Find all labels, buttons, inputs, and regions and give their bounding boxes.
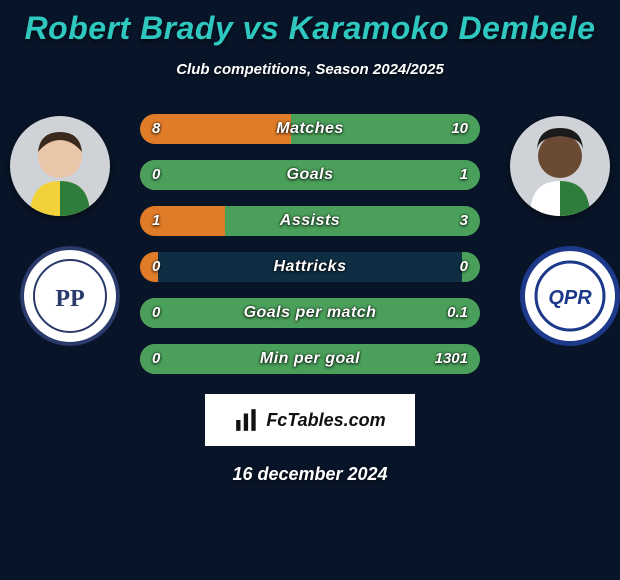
stat-label: Goals per match — [140, 298, 480, 328]
badge-icon: PP — [20, 246, 120, 346]
svg-text:QPR: QPR — [548, 287, 592, 309]
stat-row: 13Assists — [140, 206, 480, 236]
source-logo: FcTables.com — [205, 394, 415, 446]
avatar-icon — [510, 116, 610, 216]
club-right-badge: QPR — [520, 246, 620, 346]
stat-row: 01Goals — [140, 160, 480, 190]
badge-icon: QPR — [520, 246, 620, 346]
svg-text:PP: PP — [55, 286, 84, 312]
avatar-icon — [10, 116, 110, 216]
stat-row: 00Hattricks — [140, 252, 480, 282]
stat-bars: 810Matches 01Goals 13Assists 00Hattricks 00.… — [140, 114, 480, 390]
subtitle: Club competitions, Season 2024/2025 — [0, 61, 620, 78]
chart-icon — [234, 407, 260, 433]
stat-row: 00.1Goals per match — [140, 298, 480, 328]
player-left-avatar — [10, 116, 110, 216]
stat-row: 01301Min per goal — [140, 344, 480, 374]
date-text: 16 december 2024 — [0, 464, 620, 485]
page-title: Robert Brady vs Karamoko Dembele — [0, 0, 620, 47]
stat-row: 810Matches — [140, 114, 480, 144]
stat-label: Assists — [140, 206, 480, 236]
stat-label: Hattricks — [140, 252, 480, 282]
club-left-badge: PP — [20, 246, 120, 346]
stat-label: Goals — [140, 160, 480, 190]
stat-label: Matches — [140, 114, 480, 144]
comparison-panel: PP QPR 810Matches 01Goals 13Assists 00Hattr… — [0, 106, 620, 376]
source-logo-text: FcTables.com — [266, 410, 385, 431]
stat-label: Min per goal — [140, 344, 480, 374]
player-right-avatar — [510, 116, 610, 216]
